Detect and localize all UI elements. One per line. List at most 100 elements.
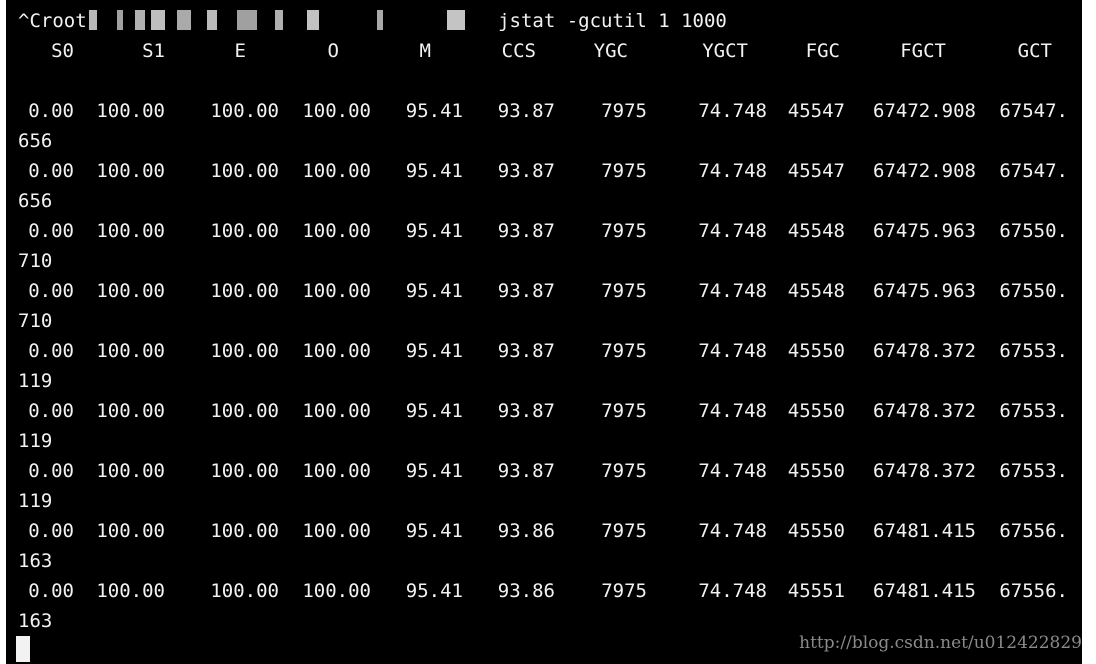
table-cell-gct: 67550. [999,280,1068,302]
column-header-o: O [327,40,339,62]
table-cell-s1: 100.00 [96,520,165,542]
table-cell-ccs: 93.87 [497,100,555,122]
table-cell-ccs: 93.87 [497,160,555,182]
table-cell-ygct: 74.748 [698,220,767,242]
table-cell-s0: 0.00 [28,100,74,122]
wrapped-line-remainder: 710 [18,310,53,332]
table-cell-ccs: 93.87 [497,280,555,302]
table-cell-fgct: 67478.372 [873,460,976,482]
wrapped-line-remainder: 656 [18,190,53,212]
table-cell-s1: 100.00 [96,280,165,302]
table-cell-gct: 67556. [999,520,1068,542]
prompt-prefix: ^Croot [18,10,87,32]
column-header-ccs: CCS [501,40,536,62]
table-cell-m: 95.41 [405,460,463,482]
table-cell-e: 100.00 [210,460,279,482]
table-cell-s0: 0.00 [28,160,74,182]
column-header-ygct: YGCT [702,40,748,62]
wrapped-line-remainder: 163 [18,550,53,572]
table-cell-m: 95.41 [405,580,463,602]
table-cell-ygct: 74.748 [698,460,767,482]
table-cell-fgc: 45550 [787,460,845,482]
table-cell-s0: 0.00 [28,280,74,302]
wrapped-line-remainder: 710 [18,250,53,272]
table-cell-m: 95.41 [405,340,463,362]
table-cell-fgc: 45547 [787,100,845,122]
table-cell-ygct: 74.748 [698,520,767,542]
table-cell-fgc: 45550 [787,340,845,362]
table-cell-s1: 100.00 [96,580,165,602]
table-cell-fgct: 67481.415 [873,520,976,542]
table-cell-fgct: 67475.963 [873,220,976,242]
table-cell-ccs: 93.87 [497,340,555,362]
table-cell-o: 100.00 [302,220,371,242]
wrapped-line-remainder: 119 [18,370,53,392]
table-cell-ygc: 7975 [601,160,647,182]
wrapped-line-remainder: 119 [18,490,53,512]
table-cell-fgct: 67478.372 [873,340,976,362]
command-text: jstat -gcutil 1 1000 [498,10,727,32]
table-cell-e: 100.00 [210,160,279,182]
column-header-e: E [234,40,246,62]
table-cell-fgct: 67475.963 [873,280,976,302]
table-cell-ygct: 74.748 [698,160,767,182]
table-cell-fgc: 45548 [787,220,845,242]
table-cell-fgc: 45548 [787,280,845,302]
table-cell-fgc: 45550 [787,520,845,542]
table-cell-e: 100.00 [210,280,279,302]
table-cell-fgct: 67472.908 [873,100,976,122]
table-cell-s0: 0.00 [28,580,74,602]
wrapped-line-remainder: 163 [18,610,53,632]
table-cell-ygc: 7975 [601,400,647,422]
table-cell-s1: 100.00 [96,100,165,122]
table-cell-m: 95.41 [405,400,463,422]
terminal-window[interactable]: ^Croot jstat -gcutil 1 1000 S0 S1 E O M CCS YG… [6,0,1082,664]
table-cell-o: 100.00 [302,400,371,422]
table-cell-e: 100.00 [210,520,279,542]
wrapped-line-remainder: 656 [18,130,53,152]
column-header-fgc: FGC [805,40,840,62]
table-cell-s1: 100.00 [96,400,165,422]
table-cell-s1: 100.00 [96,220,165,242]
table-cell-s1: 100.00 [96,460,165,482]
watermark: http://blog.csdn.net/u012422829 [799,633,1082,653]
table-cell-ygc: 7975 [601,220,647,242]
column-header-s1: S1 [142,40,165,62]
table-cell-e: 100.00 [210,340,279,362]
table-cell-ccs: 93.87 [497,400,555,422]
table-cell-o: 100.00 [302,520,371,542]
table-cell-e: 100.00 [210,220,279,242]
table-cell-m: 95.41 [405,220,463,242]
table-cell-ygct: 74.748 [698,100,767,122]
table-cell-o: 100.00 [302,460,371,482]
table-cell-fgct: 67481.415 [873,580,976,602]
table-cell-e: 100.00 [210,400,279,422]
table-cell-fgc: 45551 [787,580,845,602]
table-cell-ygc: 7975 [601,520,647,542]
table-cell-s0: 0.00 [28,460,74,482]
column-header-gct: GCT [1017,40,1052,62]
table-cell-ygc: 7975 [601,100,647,122]
table-cell-ygct: 74.748 [698,580,767,602]
table-cell-fgct: 67472.908 [873,160,976,182]
table-cell-gct: 67547. [999,160,1068,182]
table-cell-gct: 67547. [999,100,1068,122]
column-header-ygc: YGC [593,40,628,62]
table-cell-s1: 100.00 [96,160,165,182]
table-cell-s1: 100.00 [96,340,165,362]
table-cell-gct: 67553. [999,340,1068,362]
table-cell-ccs: 93.86 [497,580,555,602]
table-cell-e: 100.00 [210,100,279,122]
table-cell-ygc: 7975 [601,460,647,482]
table-cell-gct: 67550. [999,220,1068,242]
table-cell-ygc: 7975 [601,340,647,362]
redacted-hostname [86,10,487,30]
column-header-s0: S0 [51,40,74,62]
table-cell-fgc: 45547 [787,160,845,182]
table-cell-s0: 0.00 [28,220,74,242]
table-cell-o: 100.00 [302,100,371,122]
table-cell-s0: 0.00 [28,520,74,542]
table-cell-fgc: 45550 [787,400,845,422]
table-cell-o: 100.00 [302,340,371,362]
column-header-m: M [419,40,431,62]
